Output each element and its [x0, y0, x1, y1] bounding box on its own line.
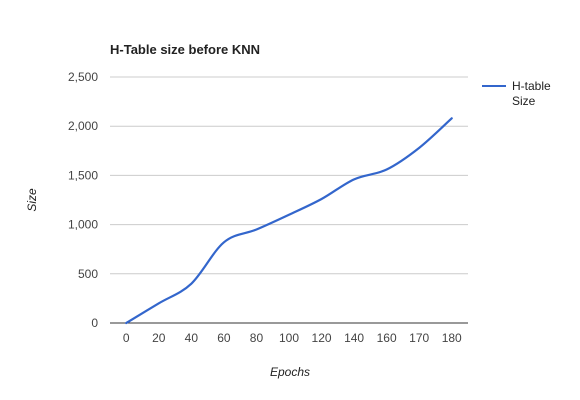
y-axis-label: Size	[25, 188, 39, 212]
x-tick-label: 120	[312, 331, 332, 345]
x-tick-label: 60	[217, 331, 231, 345]
y-tick-label: 0	[91, 316, 98, 330]
gridlines	[110, 76, 468, 275]
y-tick-label: 1,500	[68, 168, 98, 182]
y-tick-label: 2,500	[68, 70, 98, 84]
x-tick-label: 80	[250, 331, 264, 345]
x-tick-label: 20	[152, 331, 166, 345]
y-tick-label: 500	[78, 267, 98, 281]
x-axis-label: Epochs	[270, 365, 310, 379]
legend-label-line-1: H-table	[512, 79, 551, 93]
series-line-h-table-size	[125, 117, 453, 325]
x-tick-label: 100	[279, 331, 299, 345]
legend-label-line-2: Size	[512, 94, 536, 108]
y-tick-label: 1,000	[68, 218, 98, 232]
x-tick-label: 170	[409, 331, 429, 345]
chart-title: H-Table size before KNN	[110, 42, 260, 57]
legend: H-table Size	[482, 79, 551, 108]
x-axis-ticks: 0 20 40 60 80 100 120 140 160 170 180	[123, 331, 462, 345]
x-tick-label: 140	[344, 331, 364, 345]
y-axis-ticks: 0 500 1,000 1,500 2,000 2,500	[68, 70, 98, 330]
x-tick-label: 160	[377, 331, 397, 345]
x-tick-label: 0	[123, 331, 130, 345]
y-tick-label: 2,000	[68, 119, 98, 133]
x-tick-label: 40	[185, 331, 199, 345]
x-tick-label: 180	[442, 331, 462, 345]
